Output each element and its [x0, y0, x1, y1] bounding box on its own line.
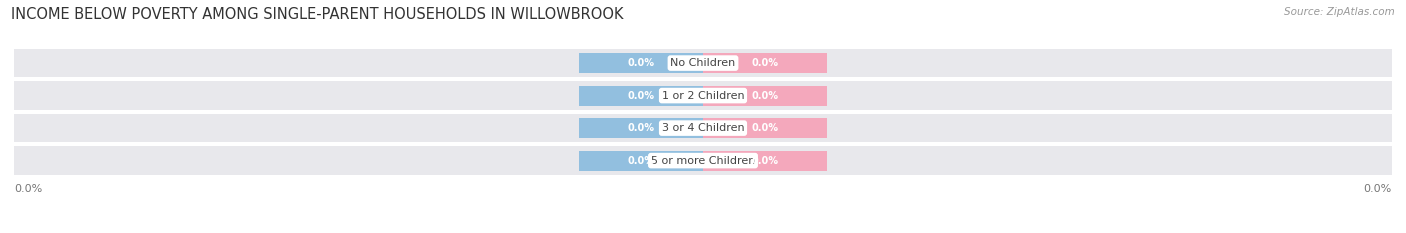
Text: 5 or more Children: 5 or more Children [651, 156, 755, 166]
Text: 1 or 2 Children: 1 or 2 Children [662, 91, 744, 101]
Bar [579, 86, 703, 106]
Legend: Single Father, Single Mother: Single Father, Single Mother [603, 230, 803, 233]
Text: 0.0%: 0.0% [14, 184, 42, 194]
Text: Source: ZipAtlas.com: Source: ZipAtlas.com [1284, 7, 1395, 17]
Bar [14, 49, 1392, 77]
Bar [703, 53, 827, 73]
Text: 0.0%: 0.0% [627, 91, 655, 101]
Text: 0.0%: 0.0% [1364, 184, 1392, 194]
Text: 0.0%: 0.0% [751, 91, 779, 101]
Bar [703, 151, 827, 171]
Text: 0.0%: 0.0% [627, 156, 655, 166]
Text: No Children: No Children [671, 58, 735, 68]
Text: 0.0%: 0.0% [627, 123, 655, 133]
Bar [703, 118, 827, 138]
Bar [579, 53, 703, 73]
Text: 0.0%: 0.0% [627, 58, 655, 68]
Bar [579, 118, 703, 138]
Text: 0.0%: 0.0% [751, 156, 779, 166]
Bar [579, 151, 703, 171]
Bar [14, 114, 1392, 142]
Text: 3 or 4 Children: 3 or 4 Children [662, 123, 744, 133]
Text: 0.0%: 0.0% [751, 123, 779, 133]
Bar [14, 82, 1392, 110]
Bar [14, 147, 1392, 175]
Text: 0.0%: 0.0% [751, 58, 779, 68]
Bar [703, 86, 827, 106]
Text: INCOME BELOW POVERTY AMONG SINGLE-PARENT HOUSEHOLDS IN WILLOWBROOK: INCOME BELOW POVERTY AMONG SINGLE-PARENT… [11, 7, 624, 22]
